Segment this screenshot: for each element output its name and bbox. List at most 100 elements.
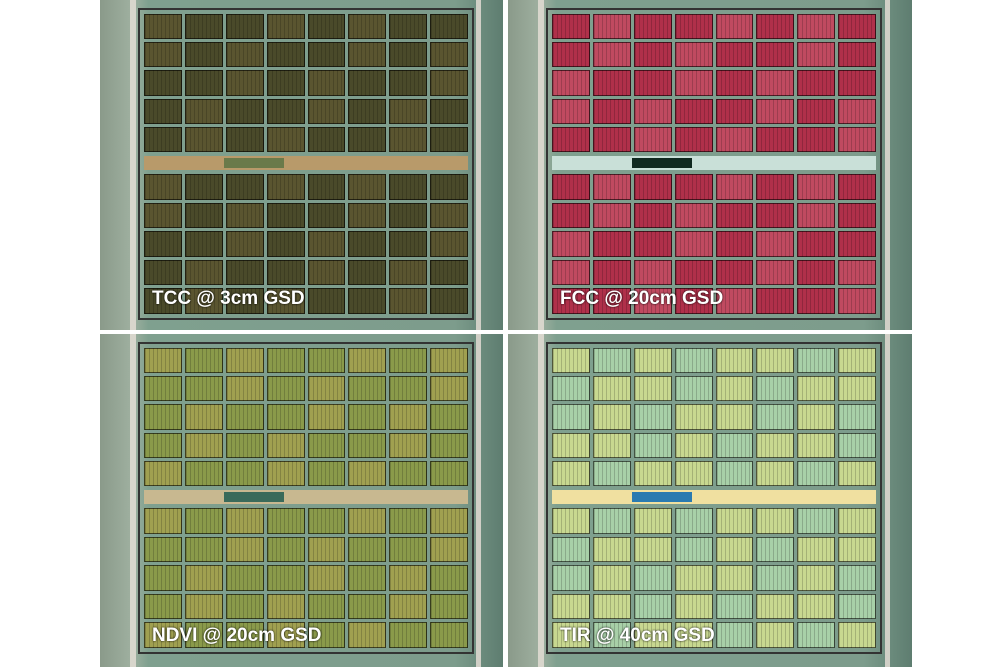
plot — [348, 376, 387, 402]
plot — [307, 70, 346, 96]
plot — [225, 404, 264, 430]
plot — [307, 376, 346, 402]
plot — [348, 593, 387, 620]
plot — [430, 565, 468, 591]
plot — [797, 126, 836, 152]
plot — [184, 202, 223, 229]
plot — [307, 174, 346, 200]
plot — [756, 404, 795, 430]
plot — [266, 288, 305, 314]
plot — [633, 593, 672, 620]
plot — [225, 376, 264, 402]
plot — [266, 14, 305, 40]
pond — [224, 158, 284, 168]
plot — [389, 126, 428, 152]
plot — [389, 98, 428, 124]
plot — [633, 202, 672, 229]
plot — [838, 348, 876, 374]
plot — [633, 432, 672, 458]
access-road — [552, 490, 876, 504]
plot — [756, 508, 795, 534]
plot — [592, 202, 631, 229]
plot — [756, 348, 795, 374]
plot — [184, 14, 223, 40]
plot — [674, 174, 713, 200]
plot — [797, 593, 836, 620]
plot — [389, 508, 428, 534]
plot — [838, 70, 876, 96]
plot — [674, 508, 713, 534]
plot — [184, 404, 223, 430]
plot — [797, 14, 836, 40]
plot — [838, 259, 876, 286]
plot — [430, 70, 468, 96]
plot — [592, 593, 631, 620]
plot — [307, 42, 346, 68]
plot — [144, 288, 182, 314]
pond — [632, 158, 692, 168]
plot — [225, 259, 264, 286]
plot — [144, 460, 182, 486]
plot — [715, 565, 754, 591]
plot — [225, 288, 264, 314]
plot — [144, 508, 182, 534]
road — [885, 0, 890, 330]
plot — [552, 622, 590, 648]
plot — [592, 14, 631, 40]
plot — [307, 622, 346, 648]
plot — [430, 202, 468, 229]
plot — [715, 508, 754, 534]
panel-label: FCC @ 20cm GSD — [560, 288, 724, 309]
plot — [592, 508, 631, 534]
plot — [633, 70, 672, 96]
plot — [552, 376, 590, 402]
plot — [389, 259, 428, 286]
plot — [838, 126, 876, 152]
plot — [430, 536, 468, 563]
plot — [552, 42, 590, 68]
plot — [592, 42, 631, 68]
plot — [552, 460, 590, 486]
plot — [552, 14, 590, 40]
plot — [307, 126, 346, 152]
plot — [144, 98, 182, 124]
plot — [430, 126, 468, 152]
plot — [389, 460, 428, 486]
plot — [633, 98, 672, 124]
plot — [144, 536, 182, 563]
plot — [715, 126, 754, 152]
plot — [552, 593, 590, 620]
plot — [307, 536, 346, 563]
plot — [674, 536, 713, 563]
plot — [633, 126, 672, 152]
plot — [592, 536, 631, 563]
panel-tir: TIR @ 40cm GSD — [508, 334, 912, 667]
plot-field — [138, 8, 474, 320]
plot — [389, 174, 428, 200]
plot — [715, 404, 754, 430]
plot — [144, 565, 182, 591]
plot — [552, 536, 590, 563]
plot — [348, 508, 387, 534]
plot — [552, 288, 590, 314]
plot — [348, 460, 387, 486]
plot — [266, 404, 305, 430]
plot — [633, 288, 672, 314]
plot — [430, 42, 468, 68]
plot — [225, 98, 264, 124]
plot — [756, 259, 795, 286]
plot — [838, 404, 876, 430]
plot — [838, 508, 876, 534]
plot — [715, 593, 754, 620]
plot — [674, 565, 713, 591]
plot — [348, 42, 387, 68]
plot — [633, 376, 672, 402]
plot — [633, 14, 672, 40]
plot — [838, 536, 876, 563]
plot — [838, 98, 876, 124]
plot — [144, 14, 182, 40]
plot — [225, 14, 264, 40]
plot — [633, 508, 672, 534]
plot — [144, 259, 182, 286]
plot — [633, 622, 672, 648]
